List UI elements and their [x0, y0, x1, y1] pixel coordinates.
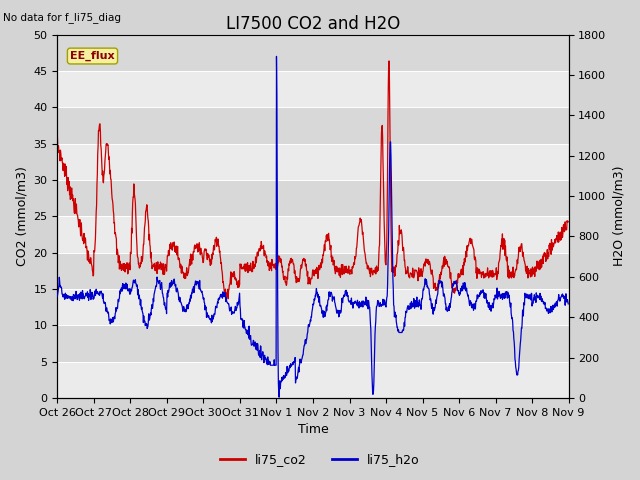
Bar — [58, 325, 568, 361]
Bar — [58, 144, 568, 180]
Bar — [58, 289, 568, 325]
Bar — [58, 35, 568, 71]
Y-axis label: CO2 (mmol/m3): CO2 (mmol/m3) — [15, 166, 28, 266]
Bar — [58, 361, 568, 398]
Bar — [58, 216, 568, 252]
Legend: li75_co2, li75_h2o: li75_co2, li75_h2o — [215, 448, 425, 471]
Bar — [58, 252, 568, 289]
Title: LI7500 CO2 and H2O: LI7500 CO2 and H2O — [226, 15, 400, 33]
Bar — [58, 180, 568, 216]
X-axis label: Time: Time — [298, 423, 328, 436]
Bar — [58, 107, 568, 144]
Text: No data for f_li75_diag: No data for f_li75_diag — [3, 12, 121, 23]
Bar — [58, 71, 568, 107]
Y-axis label: H2O (mmol/m3): H2O (mmol/m3) — [612, 166, 625, 266]
Text: EE_flux: EE_flux — [70, 51, 115, 61]
